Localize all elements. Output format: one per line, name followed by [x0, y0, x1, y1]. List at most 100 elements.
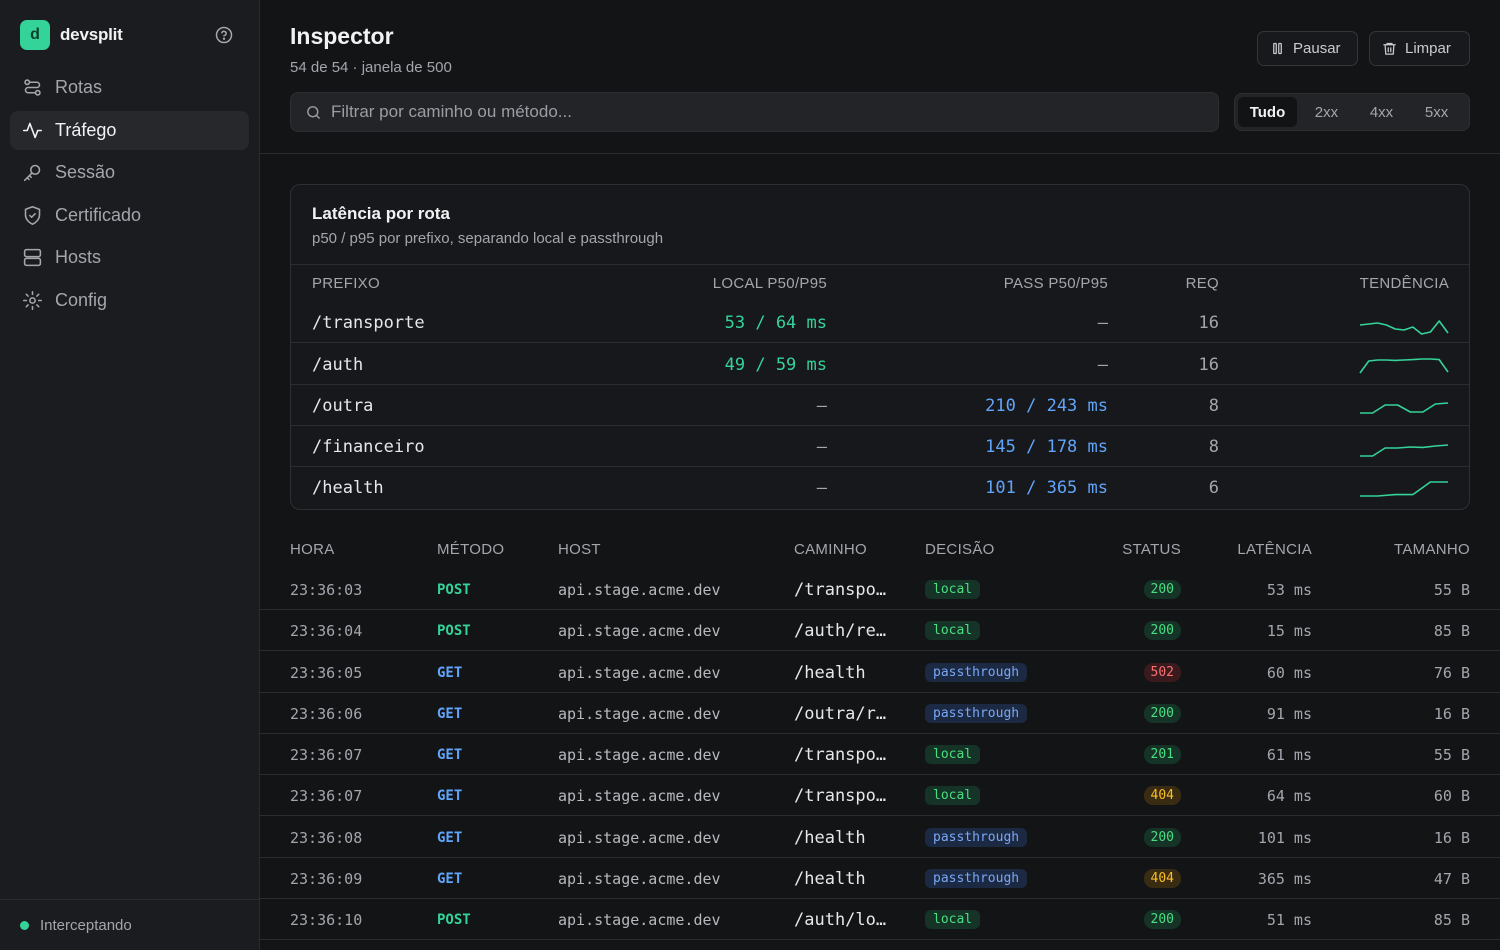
col-time: HORA [290, 541, 335, 558]
app-name: devsplit [60, 25, 123, 44]
col-local: LOCAL P50/P95 [712, 275, 827, 292]
search-box [290, 92, 1219, 132]
request-time: 23:36:05 [290, 663, 363, 682]
key-icon [23, 164, 41, 182]
brand[interactable]: d devsplit [20, 20, 123, 50]
latency-row[interactable]: /health — 101 / 365 ms 6 [291, 467, 1469, 508]
table-row[interactable]: 23:36:06 GET api.stage.acme.dev /outra/r… [260, 693, 1500, 734]
response-size: 55 B [1433, 580, 1470, 599]
trend-sparkline [1360, 402, 1449, 414]
request-method: GET [437, 787, 463, 804]
sidebar-nav: Rotas Tráfego Sessão Certificado Hosts C… [10, 68, 249, 323]
request-time: 23:36:09 [290, 869, 363, 888]
table-row[interactable]: 23:36:04 POST api.stage.acme.dev /auth/r… [260, 610, 1500, 651]
request-method: GET [437, 664, 463, 681]
request-latency: 64 ms [1266, 786, 1312, 805]
decision-cell: local [925, 734, 981, 775]
capture-status: Interceptando [0, 899, 259, 950]
trend-sparkline [1360, 481, 1448, 497]
trend-sparkline [1359, 358, 1449, 374]
sidebar-item-rotas[interactable]: Rotas [10, 68, 249, 107]
pass-p50-p95: 210 / 243 ms [985, 395, 1108, 416]
filter-all[interactable]: Tudo [1238, 97, 1297, 127]
help-icon[interactable] [215, 26, 233, 44]
status-badge: 404 [1143, 786, 1181, 805]
request-latency: 51 ms [1266, 910, 1312, 929]
sidebar-item-certificado[interactable]: Certificado [10, 196, 249, 235]
latency-card: Latência por rota p50 / p95 por prefixo,… [290, 184, 1470, 510]
route-prefix: /health [312, 477, 384, 498]
trend-sparkline [1360, 444, 1449, 457]
sidebar-item-sessao[interactable]: Sessão [10, 153, 249, 192]
request-latency: 15 ms [1266, 621, 1312, 640]
pause-button[interactable]: Pausar [1257, 31, 1358, 66]
status-filter: Tudo 2xx 4xx 5xx [1234, 93, 1470, 131]
request-method: GET [437, 705, 463, 722]
request-method: POST [437, 581, 471, 598]
request-path: /transpo… [794, 744, 887, 765]
request-host: api.stage.acme.dev [558, 910, 721, 929]
route-prefix: /financeiro [312, 436, 425, 457]
request-method: POST [437, 622, 471, 639]
filter-5xx[interactable]: 5xx [1424, 103, 1449, 121]
table-row[interactable]: 23:36:07 GET api.stage.acme.dev /transpo… [260, 734, 1500, 775]
request-time: 23:36:06 [290, 704, 363, 723]
activity-icon [22, 122, 43, 138]
sidebar-item-label: Certificado [55, 204, 142, 225]
sidebar-item-hosts[interactable]: Hosts [10, 238, 249, 277]
status-badge: 201 [1143, 745, 1181, 764]
sidebar-item-label: Config [55, 289, 108, 310]
request-path: /health [794, 868, 866, 889]
clear-button-label: Limpar [1405, 40, 1451, 57]
trend-line [1359, 358, 1449, 374]
sidebar-item-trafego[interactable]: Tráfego [10, 110, 249, 150]
response-size: 16 B [1433, 828, 1470, 847]
request-host: api.stage.acme.dev [558, 745, 721, 764]
status-badge: 502 [1143, 663, 1181, 682]
table-row[interactable]: 23:36:08 GET api.stage.acme.dev /health … [260, 817, 1500, 858]
request-count: 8 [1208, 395, 1219, 416]
main-content: Inspector 54 de 54 · janela de 500 Pausa… [260, 0, 1500, 950]
request-method: GET [437, 829, 463, 846]
filter-2xx[interactable]: 2xx [1314, 103, 1339, 121]
request-time: 23:36:07 [290, 786, 363, 805]
latency-row[interactable]: /outra — 210 / 243 ms 8 [291, 385, 1469, 426]
clear-button[interactable]: Limpar [1369, 31, 1470, 66]
table-row[interactable]: 23:36:05 GET api.stage.acme.dev /health … [260, 652, 1500, 693]
latency-row[interactable]: /transporte 53 / 64 ms — 16 [291, 302, 1469, 343]
request-path: /health [794, 827, 866, 848]
status-cell: 502 [1143, 652, 1181, 693]
latency-card-title: Latência por rota [312, 204, 450, 223]
latency-row[interactable]: /financeiro — 145 / 178 ms 8 [291, 426, 1469, 467]
pass-p50-p95: — [1097, 312, 1108, 333]
request-time: 23:36:08 [290, 828, 363, 847]
app-logo: d [20, 20, 50, 50]
status-badge: 404 [1143, 869, 1181, 888]
table-row[interactable]: 23:36:03 POST api.stage.acme.dev /transp… [260, 569, 1500, 610]
gear-icon [22, 290, 43, 310]
request-time: 23:36:03 [290, 580, 363, 599]
trend-sparkline [1359, 320, 1449, 335]
col-req: REQ [1185, 275, 1219, 292]
col-status: STATUS [1122, 541, 1181, 558]
sidebar-item-label: Rotas [55, 77, 103, 97]
table-row[interactable]: 23:36:09 GET api.stage.acme.dev /health … [260, 858, 1500, 899]
filter-4xx[interactable]: 4xx [1369, 103, 1394, 121]
table-row[interactable]: 23:36:07 GET api.stage.acme.dev /transpo… [260, 775, 1500, 816]
table-row[interactable]: 23:36:10 POST api.stage.acme.dev /auth/l… [260, 899, 1500, 940]
route-prefix: /transporte [312, 312, 425, 333]
request-host: api.stage.acme.dev [558, 621, 721, 640]
latency-row[interactable]: /auth 49 / 59 ms — 16 [291, 344, 1469, 385]
sidebar-item-config[interactable]: Config [10, 281, 249, 320]
search-input[interactable] [331, 102, 1211, 122]
col-pass: PASS P50/P95 [1003, 275, 1108, 292]
decision-badge: local [925, 910, 981, 929]
header-divider [260, 153, 1500, 154]
pause-button-label: Pausar [1293, 40, 1341, 57]
request-host: api.stage.acme.dev [558, 828, 721, 847]
pass-p50-p95: 145 / 178 ms [985, 436, 1108, 457]
response-size: 85 B [1433, 621, 1470, 640]
decision-badge: local [925, 580, 981, 599]
status-cell: 404 [1143, 775, 1181, 816]
col-host: HOST [558, 541, 601, 558]
